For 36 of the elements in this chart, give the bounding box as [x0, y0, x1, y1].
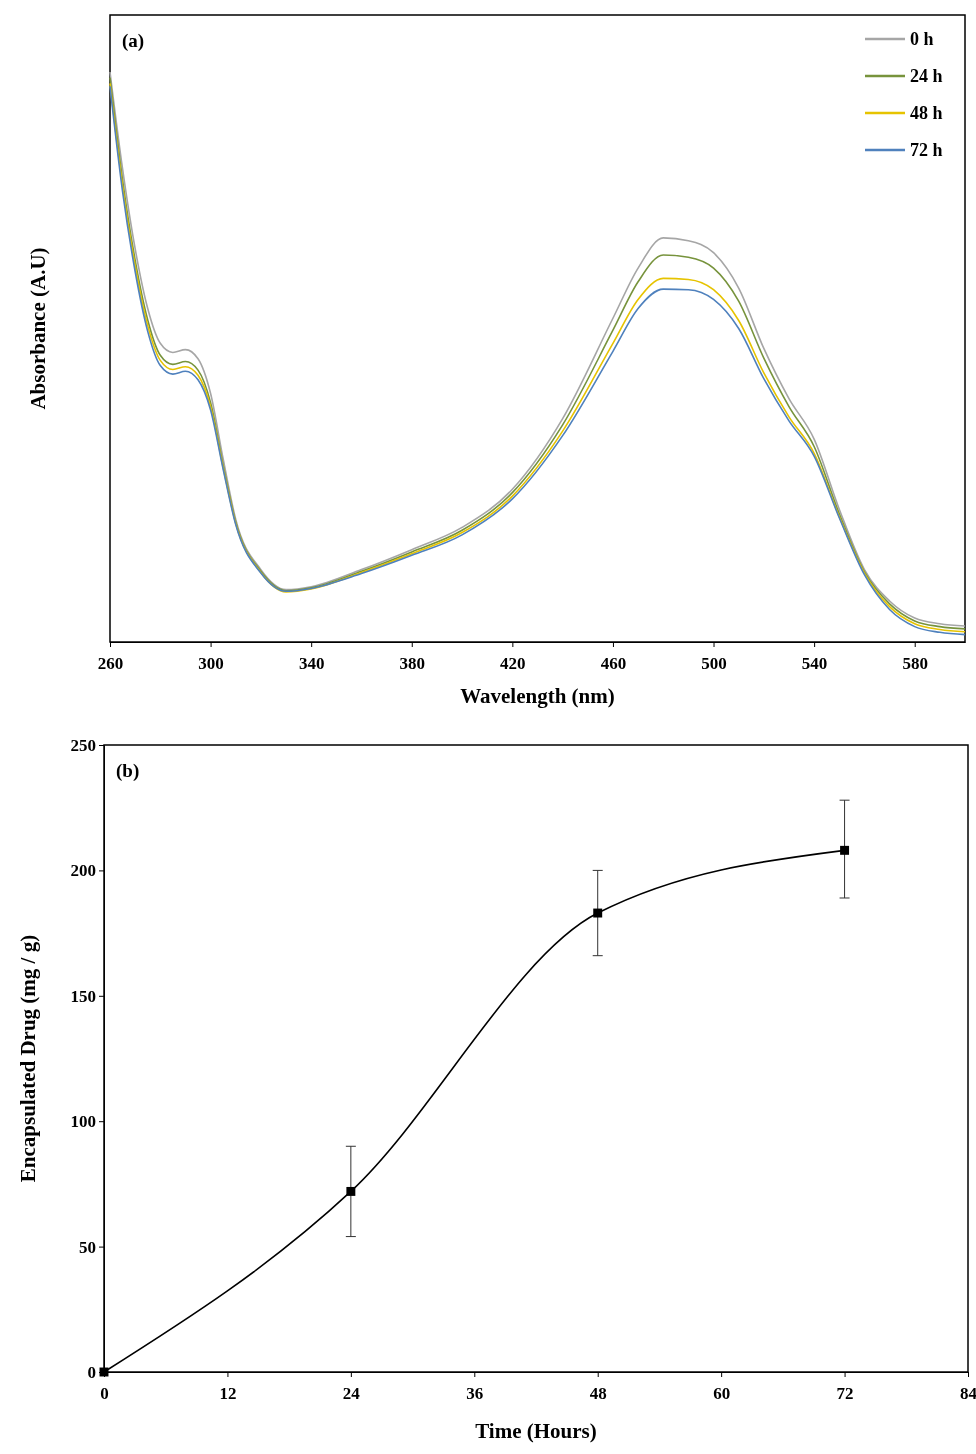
- x-tick-label: 72: [836, 1383, 854, 1403]
- x-tick-label: 12: [219, 1383, 237, 1403]
- annotation: (b): [116, 760, 140, 782]
- y-tick-label: 0: [87, 1362, 96, 1382]
- x-tick-label: 300: [198, 653, 224, 673]
- y-tick-label: 150: [70, 986, 96, 1006]
- x-tick-label: 500: [701, 653, 727, 673]
- point: [593, 908, 603, 918]
- legend-label: 0 h: [910, 29, 934, 50]
- legend-label: 24 h: [910, 66, 943, 87]
- y-tick-label: 250: [70, 735, 96, 755]
- x-tick-label: 60: [713, 1383, 731, 1403]
- x-tick-label: 420: [500, 653, 526, 673]
- legend-label: 48 h: [910, 103, 943, 124]
- y-axis-title: Absorbance (A.U): [25, 247, 50, 410]
- x-tick-label: 540: [801, 653, 828, 673]
- x-tick-label: 0: [100, 1383, 109, 1403]
- x-tick-label: 84: [960, 1383, 976, 1403]
- y-tick-label: 200: [70, 861, 96, 881]
- point: [840, 845, 850, 855]
- y-axis-title: Encapsulated Drug (mg / g): [15, 934, 40, 1183]
- x-tick-label: 580: [902, 653, 928, 673]
- x-tick-label: 48: [589, 1383, 607, 1403]
- legend-label: 72 h: [910, 140, 943, 161]
- point: [346, 1186, 356, 1196]
- x-tick-label: 340: [298, 653, 325, 673]
- x-tick-label: 24: [342, 1383, 361, 1403]
- text: (a): [122, 30, 145, 52]
- y-tick-label: 100: [70, 1112, 96, 1132]
- x-axis-title: Wavelength (nm): [460, 684, 615, 708]
- x-tick-label: 380: [399, 653, 426, 673]
- y-tick-label: 50: [79, 1237, 96, 1257]
- x-tick-label: 460: [600, 653, 627, 673]
- x-tick-label: 36: [466, 1383, 484, 1403]
- x-axis-title: Time (Hours): [475, 1419, 597, 1443]
- x-tick-label: 260: [97, 653, 124, 673]
